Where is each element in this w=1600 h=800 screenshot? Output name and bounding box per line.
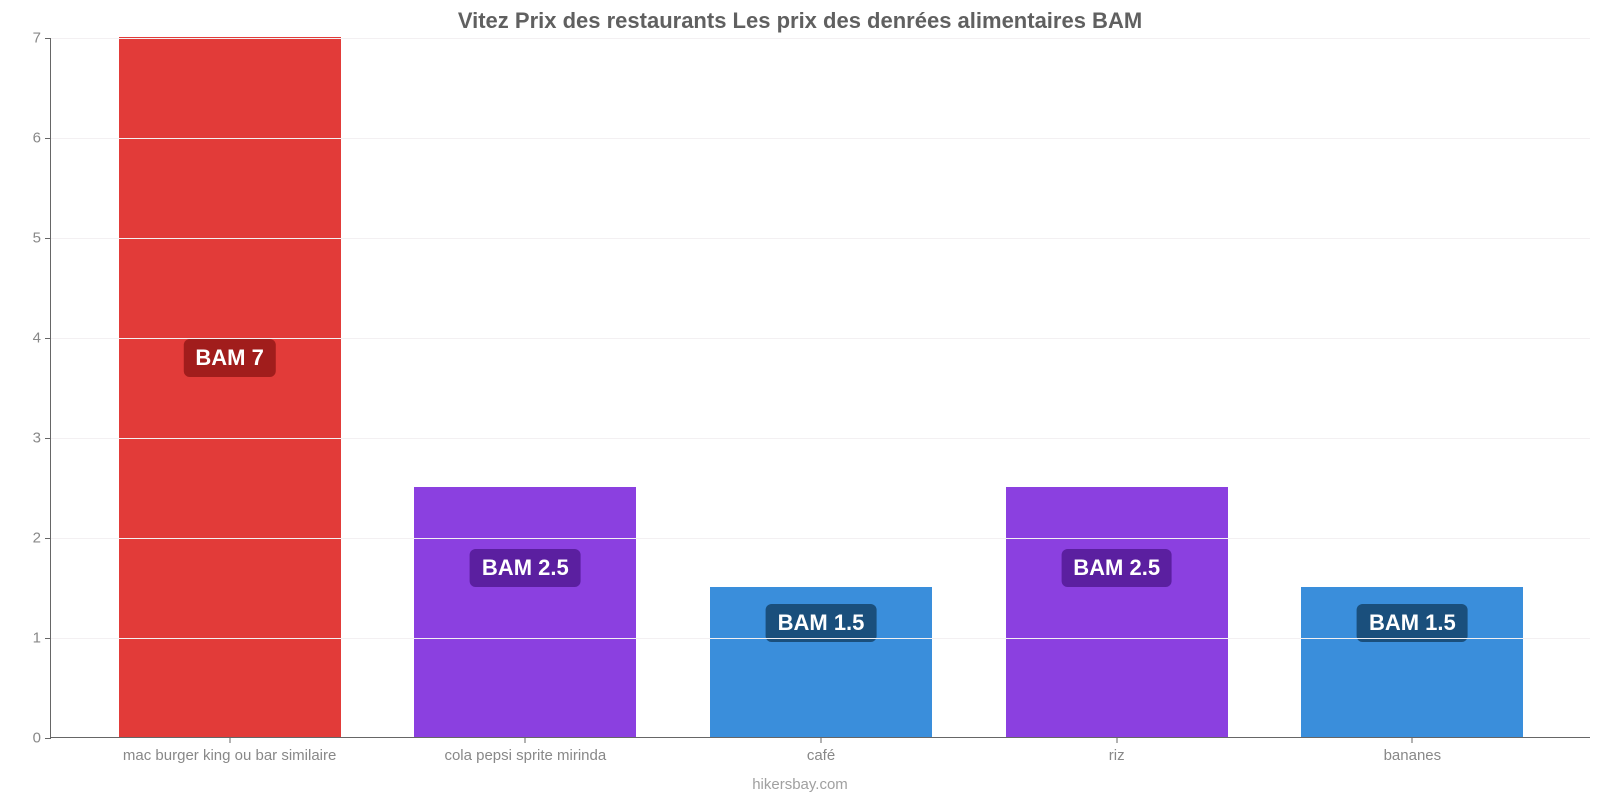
plot-area: BAM 7BAM 2.5BAM 1.5BAM 2.5BAM 1.5 mac bu… <box>50 38 1590 738</box>
y-tick-label: 1 <box>11 630 51 647</box>
grid-line <box>51 438 1590 439</box>
grid-line <box>51 238 1590 239</box>
x-axis-label: mac burger king ou bar similaire <box>123 737 336 764</box>
grid-line <box>51 138 1590 139</box>
bar <box>1006 487 1228 737</box>
bar-value-badge: BAM 7 <box>183 339 275 377</box>
x-axis-label: bananes <box>1384 737 1442 764</box>
bar <box>414 487 636 737</box>
grid-line <box>51 538 1590 539</box>
y-tick-label: 4 <box>11 330 51 347</box>
bar <box>119 37 341 737</box>
x-axis-label: café <box>807 737 835 764</box>
chart-container: Vitez Prix des restaurants Les prix des … <box>0 0 1600 800</box>
credit-text: hikersbay.com <box>752 776 848 793</box>
y-tick-label: 2 <box>11 530 51 547</box>
chart-title: Vitez Prix des restaurants Les prix des … <box>0 0 1600 34</box>
bar-value-badge: BAM 2.5 <box>1061 549 1172 587</box>
bar-value-badge: BAM 2.5 <box>470 549 581 587</box>
y-tick-label: 5 <box>11 230 51 247</box>
bars-layer: BAM 7 BAM 2.5 BAM 1.5 BAM 2.5 BAM 1.5 <box>51 38 1590 737</box>
y-tick-label: 0 <box>11 730 51 747</box>
bar-value-badge: BAM 1.5 <box>766 604 877 642</box>
grid-line <box>51 638 1590 639</box>
y-tick-label: 6 <box>11 130 51 147</box>
y-tick-label: 3 <box>11 430 51 447</box>
bar-value-badge: BAM 1.5 <box>1357 604 1468 642</box>
x-axis-label: cola pepsi sprite mirinda <box>444 737 606 764</box>
grid-line <box>51 38 1590 39</box>
grid-line <box>51 338 1590 339</box>
y-tick-label: 7 <box>11 30 51 47</box>
x-axis-label: riz <box>1109 737 1125 764</box>
